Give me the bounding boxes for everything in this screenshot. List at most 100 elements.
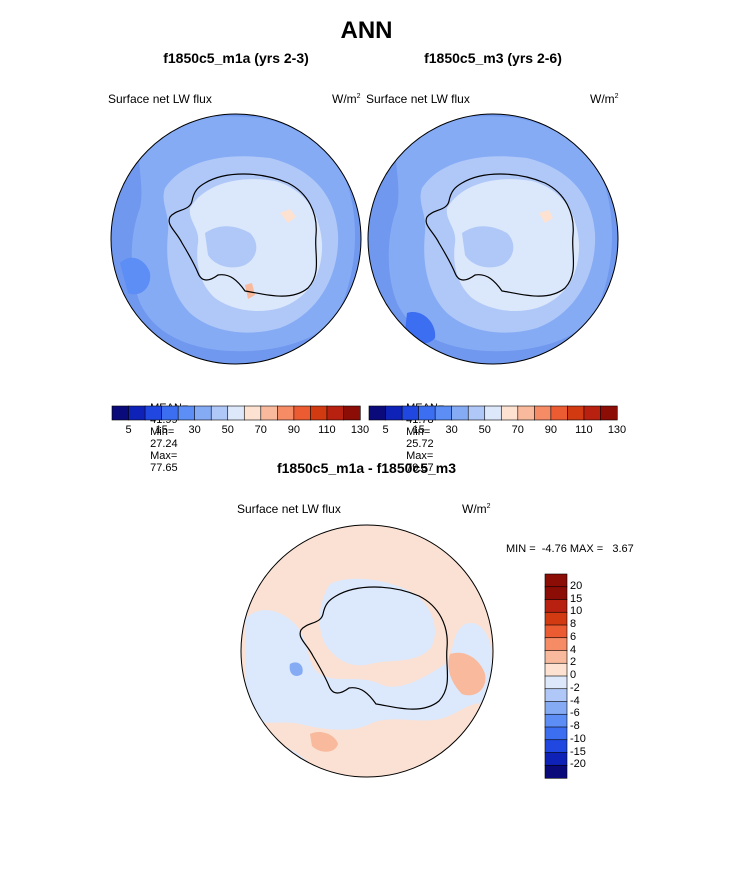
colorbar-tick-label: 50	[221, 424, 234, 436]
colorbar-tick-label: 5	[382, 424, 389, 436]
diff-units-base: W/m	[462, 502, 487, 516]
colorbar-tick-label: 30	[445, 424, 458, 436]
panel-2-units-base: W/m	[590, 92, 615, 106]
colorbar-swatch	[293, 405, 311, 421]
colorbar-panel-2	[368, 405, 618, 421]
diff-units: W/m2	[462, 502, 491, 516]
colorbar-swatch	[277, 405, 295, 421]
colorbar-diff-ticks: 20 15 10 8 6 4 2 0 -2 -4 -6 -8 -10 -15 -20	[570, 574, 610, 778]
colorbar-tick-label: 50	[478, 424, 491, 436]
colorbar-swatch	[544, 739, 568, 754]
colorbar-swatch	[368, 405, 387, 421]
panel-1-variable-label: Surface net LW flux	[108, 92, 212, 106]
colorbar-swatch	[128, 405, 146, 421]
colorbar-tick-label: 0	[570, 669, 577, 681]
colorbar-diff	[544, 573, 568, 779]
colorbar-swatch	[177, 405, 196, 421]
colorbar-tick-label: -6	[570, 707, 580, 720]
colorbar-tick-label: 110	[318, 424, 336, 436]
colorbar-swatch	[161, 405, 179, 421]
colorbar-swatch	[600, 405, 618, 421]
colorbar-tick-label: 110	[575, 424, 593, 436]
colorbar-tick-label: 15	[570, 592, 583, 605]
colorbar-tick-label: 70	[254, 424, 267, 436]
diff-units-exp: 2	[486, 503, 491, 510]
colorbar-tick-label: 6	[570, 630, 577, 643]
colorbar-swatch	[451, 405, 469, 421]
panel-1-min-value: 27.24	[150, 438, 178, 450]
colorbar-tick-label: 90	[544, 424, 557, 436]
colorbar-tick-label: -4	[570, 694, 580, 707]
panel-2-title: f1850c5_m3 (yrs 2-6)	[424, 50, 562, 66]
colorbar-panel-2-ticks: 5 15 30 50 70 90 110 130	[369, 424, 626, 438]
map-panel-2	[367, 113, 619, 365]
colorbar-tick-label: 15	[412, 424, 425, 436]
diff-variable-label: Surface net LW flux	[237, 502, 341, 516]
map-diff	[240, 524, 494, 778]
colorbar-swatch	[385, 405, 403, 421]
panel-1-title: f1850c5_m1a (yrs 2-3)	[163, 50, 309, 66]
colorbar-swatch	[227, 405, 245, 421]
colorbar-swatch	[544, 701, 568, 715]
colorbar-tick-label: 2	[570, 656, 577, 669]
colorbar-swatch	[544, 662, 568, 677]
colorbar-swatch	[544, 573, 568, 588]
page-title: ANN	[340, 17, 393, 44]
colorbar-swatch	[418, 405, 436, 421]
colorbar-tick-label: -10	[570, 732, 586, 745]
colorbar-tick-label: 15	[155, 424, 168, 436]
colorbar-swatch	[210, 405, 229, 421]
colorbar-tick-label: 20	[570, 579, 583, 592]
colorbar-tick-label: 130	[350, 424, 370, 436]
colorbar-tick-label: 10	[570, 605, 583, 618]
colorbar-swatch	[434, 405, 453, 421]
colorbar-swatch	[544, 764, 568, 779]
colorbar-swatch	[544, 726, 568, 741]
colorbar-tick-label: 8	[570, 618, 577, 630]
colorbar-swatch	[326, 405, 345, 421]
panel-2-max-label: Max=	[406, 450, 434, 462]
panel-1-max-value: 77.65	[150, 462, 178, 474]
colorbar-swatch	[467, 405, 486, 421]
panel-1-max-label: Max=	[150, 450, 178, 462]
colorbar-swatch	[260, 405, 278, 421]
map-panel-1	[110, 113, 362, 365]
colorbar-swatch	[484, 405, 502, 421]
colorbar-tick-label: 70	[511, 424, 524, 436]
colorbar-swatch	[544, 586, 568, 601]
colorbar-tick-label: -20	[570, 758, 586, 771]
colorbar-swatch	[544, 688, 568, 703]
colorbar-tick-label: -8	[570, 720, 580, 732]
colorbar-tick-label: -15	[570, 745, 586, 758]
panel-2-units-exp: 2	[614, 93, 619, 100]
colorbar-swatch	[500, 405, 519, 421]
panel-1-units: W/m2	[332, 92, 361, 106]
colorbar-swatch	[544, 637, 568, 652]
colorbar-swatch	[583, 405, 602, 421]
panel-2-units: W/m2	[590, 92, 619, 106]
colorbar-tick-label: -2	[570, 681, 580, 694]
panel-2-min-value: 25.72	[406, 438, 434, 450]
colorbar-swatch	[544, 752, 568, 766]
colorbar-swatch	[401, 405, 420, 421]
colorbar-swatch	[243, 405, 262, 421]
colorbar-swatch	[567, 405, 585, 421]
colorbar-panel-1	[111, 405, 361, 421]
colorbar-swatch	[544, 650, 568, 664]
panel-1-units-exp: 2	[356, 93, 361, 100]
colorbar-swatch	[544, 624, 568, 639]
colorbar-tick-label: 5	[125, 424, 132, 436]
panel-1-min-label: Min=	[150, 426, 175, 438]
panel-2-min-label: Min=	[406, 426, 431, 438]
panel-2-max-value: 79.57	[406, 462, 434, 474]
colorbar-swatch	[194, 405, 212, 421]
colorbar-swatch	[111, 405, 130, 421]
colorbar-swatch	[544, 713, 568, 728]
diff-title: f1850c5_m1a - f1850c5_m3	[276, 460, 457, 476]
colorbar-swatch	[517, 405, 535, 421]
colorbar-swatch	[534, 405, 552, 421]
colorbar-swatch	[343, 405, 361, 421]
colorbar-swatch	[544, 675, 568, 690]
colorbar-tick-label: 30	[188, 424, 201, 436]
colorbar-tick-label: 4	[570, 643, 577, 656]
